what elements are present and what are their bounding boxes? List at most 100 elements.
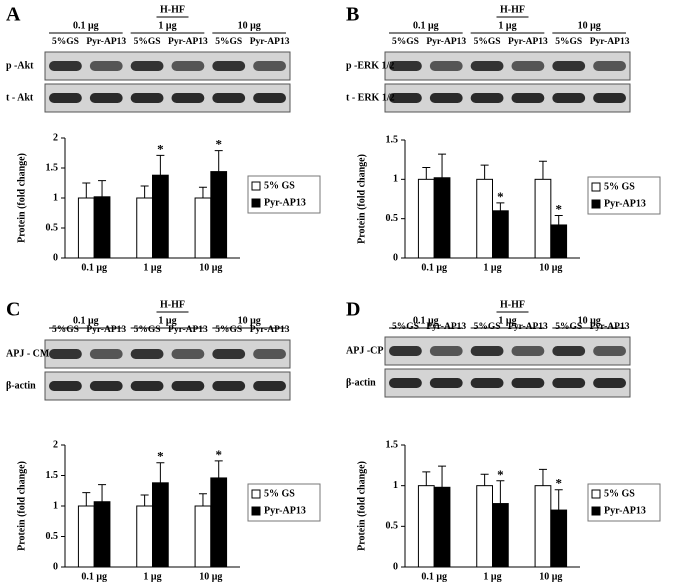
blot-band: [470, 61, 504, 71]
lane-label: 5%GS: [215, 37, 242, 47]
y-tick-label: 2: [53, 132, 58, 143]
blot-band: [49, 61, 82, 71]
blot-band: [89, 349, 123, 359]
dose-label: 10 μg: [578, 315, 601, 326]
blot-band: [212, 349, 246, 359]
dose-label: 10 μg: [238, 20, 261, 31]
blot-band: [511, 346, 545, 356]
y-tick-label: 2: [53, 439, 58, 450]
blot-band: [593, 61, 626, 71]
blot-image: [384, 336, 631, 366]
error-bar: [554, 215, 563, 225]
blot-band: [470, 378, 504, 388]
dose-label: 1 μg: [498, 20, 516, 31]
bar: [152, 482, 169, 568]
blot-band: [89, 61, 123, 71]
x-tick-label: 1 μg: [143, 262, 161, 273]
blot-image: [44, 339, 291, 369]
bar: [492, 503, 509, 568]
blot-row-label: t - ERK 1/2: [346, 92, 395, 103]
y-tick-label: 0: [393, 561, 398, 572]
blot-band: [429, 378, 463, 388]
lane-label: Pyr-AP13: [508, 37, 548, 47]
blot-image: [384, 51, 631, 81]
bar: [136, 505, 153, 568]
x-tick-label: 1 μg: [483, 571, 501, 582]
lane-label: Pyr-AP13: [250, 37, 290, 47]
error-bar: [156, 154, 165, 176]
error-bar: [82, 182, 91, 198]
blot-band: [593, 378, 626, 388]
x-tick-label: 0.1 μg: [81, 262, 107, 273]
significance-mark: *: [555, 202, 562, 217]
blot-band: [552, 378, 586, 388]
y-tick-label: 0.5: [386, 521, 399, 532]
bar: [534, 178, 552, 259]
blot-band: [511, 93, 545, 103]
blot-band: [429, 93, 463, 103]
blot-band: [89, 93, 123, 103]
x-tick-label: 1 μg: [483, 262, 501, 273]
lane-label: Pyr-AP13: [590, 322, 630, 332]
lane-label: 5%GS: [52, 37, 79, 47]
blot-band: [171, 61, 205, 71]
error-bar: [480, 164, 489, 180]
bar: [152, 174, 169, 259]
x-tick-label: 10 μg: [199, 262, 222, 273]
y-axis-label: Protein (fold change): [16, 153, 27, 243]
error-bar: [438, 465, 447, 488]
lane-label: 5%GS: [555, 322, 582, 332]
blot-band: [429, 61, 463, 71]
significance-mark: *: [555, 476, 562, 491]
legend-box: [247, 175, 321, 214]
error-bar: [198, 493, 207, 506]
y-tick-label: 1.5: [386, 134, 399, 145]
dose-label: 0.1 μg: [73, 20, 99, 31]
y-tick-label: 1: [53, 192, 58, 203]
blot-image: [44, 83, 291, 113]
legend-label: 5% GS: [264, 488, 295, 499]
lane-label: Pyr-AP13: [168, 37, 208, 47]
lane-label: Pyr-AP13: [426, 37, 466, 47]
y-tick-label: 0: [53, 252, 58, 263]
blot-band: [470, 346, 504, 356]
y-tick-label: 1: [393, 174, 398, 185]
lane-label: Pyr-AP13: [250, 325, 290, 335]
blot-band: [49, 381, 82, 391]
x-tick-label: 10 μg: [199, 571, 222, 582]
error-bar: [422, 471, 431, 486]
legend-label: 5% GS: [604, 488, 635, 499]
bar: [550, 224, 568, 259]
dose-label: 10 μg: [238, 315, 261, 326]
x-tick-label: 0.1 μg: [81, 571, 107, 582]
y-tick-label: 1.5: [46, 162, 59, 173]
blot-row-label: p -ERK 1/2: [346, 60, 394, 71]
blot-band: [511, 378, 545, 388]
dose-label: 1 μg: [498, 315, 516, 326]
bar: [210, 171, 228, 259]
blot-band: [470, 93, 504, 103]
legend-swatch: [591, 489, 601, 499]
lane-label: Pyr-AP13: [590, 37, 630, 47]
bar: [550, 509, 568, 568]
legend-swatch: [251, 489, 261, 499]
bar: [194, 197, 212, 259]
legend-label: Pyr-AP13: [264, 197, 306, 208]
legend-label: Pyr-AP13: [604, 505, 646, 516]
y-tick-label: 0.5: [46, 222, 59, 233]
bar: [492, 210, 509, 259]
blot-band: [171, 93, 205, 103]
error-bar: [438, 153, 447, 178]
bar: [476, 178, 493, 259]
x-tick-label: 1 μg: [143, 571, 161, 582]
error-bar: [538, 160, 547, 180]
blot-band: [552, 346, 586, 356]
error-bar: [538, 468, 547, 486]
blot-band: [593, 93, 626, 103]
blot-band: [253, 349, 286, 359]
blot-band: [593, 346, 626, 356]
lane-label: Pyr-AP13: [168, 325, 208, 335]
significance-mark: *: [215, 447, 222, 462]
bar: [136, 197, 153, 259]
bar: [433, 177, 451, 259]
